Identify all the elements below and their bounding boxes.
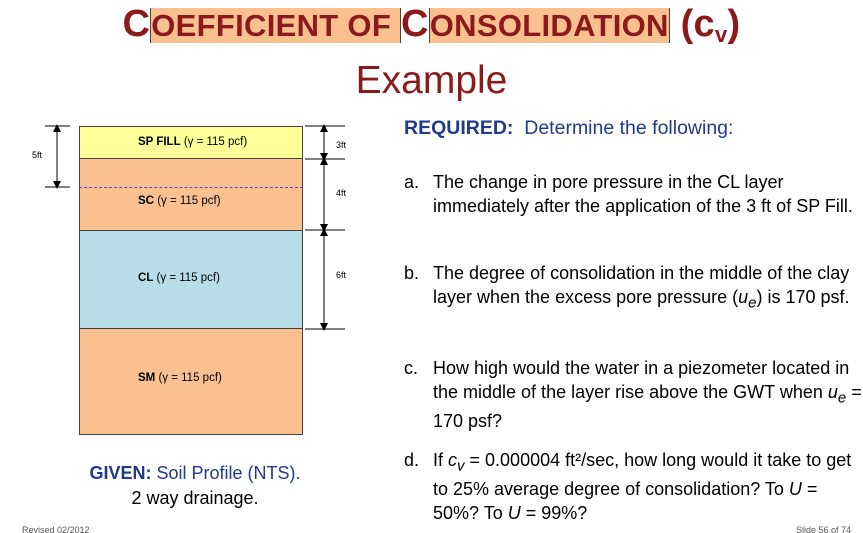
layer-sm-label: SM (γ = 115 pcf) bbox=[138, 372, 222, 384]
title-initial-1: C bbox=[122, 3, 151, 45]
dim-right bbox=[305, 124, 345, 331]
slide-subtitle: Example bbox=[355, 59, 508, 102]
title-symbol: (c bbox=[669, 3, 715, 45]
dim-label-4ft: 4ft bbox=[336, 188, 347, 198]
layer-sp-label: SP FILL (γ = 115 pcf) bbox=[138, 136, 248, 148]
title-subscript: v bbox=[714, 22, 728, 47]
dim-5ft bbox=[45, 124, 70, 189]
given-label: GIVEN: bbox=[89, 463, 152, 483]
title-paren-close: ) bbox=[727, 3, 741, 45]
layer-cl: CL (γ = 115 pcf) bbox=[79, 230, 303, 329]
given-block: GIVEN: Soil Profile (NTS). 2 way drainag… bbox=[30, 461, 360, 511]
dim-label-5ft: 5ft bbox=[32, 150, 43, 160]
footer-revised: Revised 02/2012 bbox=[22, 525, 90, 533]
footer-slide-number: Slide 56 of 74 bbox=[795, 525, 851, 533]
title-part-1: OEFFICIENT OF bbox=[150, 8, 401, 43]
dim-label-3ft: 3ft bbox=[336, 140, 347, 150]
title-part-2: ONSOLIDATION bbox=[428, 8, 670, 43]
groundwater-table-line bbox=[79, 187, 303, 188]
slide-title: COEFFICIENT OF CONSOLIDATION (cv) bbox=[0, 2, 863, 57]
layer-cl-label: CL (γ = 115 pcf) bbox=[138, 272, 220, 284]
layer-sm: SM (γ = 115 pcf) bbox=[79, 329, 303, 435]
layer-sc: SC (γ = 115 pcf) bbox=[79, 159, 303, 230]
given-text: Soil Profile (NTS). bbox=[151, 463, 301, 483]
layer-sp-fill: SP FILL (γ = 115 pcf) bbox=[79, 126, 303, 159]
title-initial-2: C bbox=[401, 3, 429, 45]
dim-label-6ft: 6ft bbox=[336, 270, 347, 280]
required-heading: REQUIRED: Determine the following: bbox=[404, 117, 734, 139]
given-drainage: 2 way drainage. bbox=[131, 488, 259, 508]
layer-sc-label: SC (γ = 115 pcf) bbox=[138, 195, 221, 207]
